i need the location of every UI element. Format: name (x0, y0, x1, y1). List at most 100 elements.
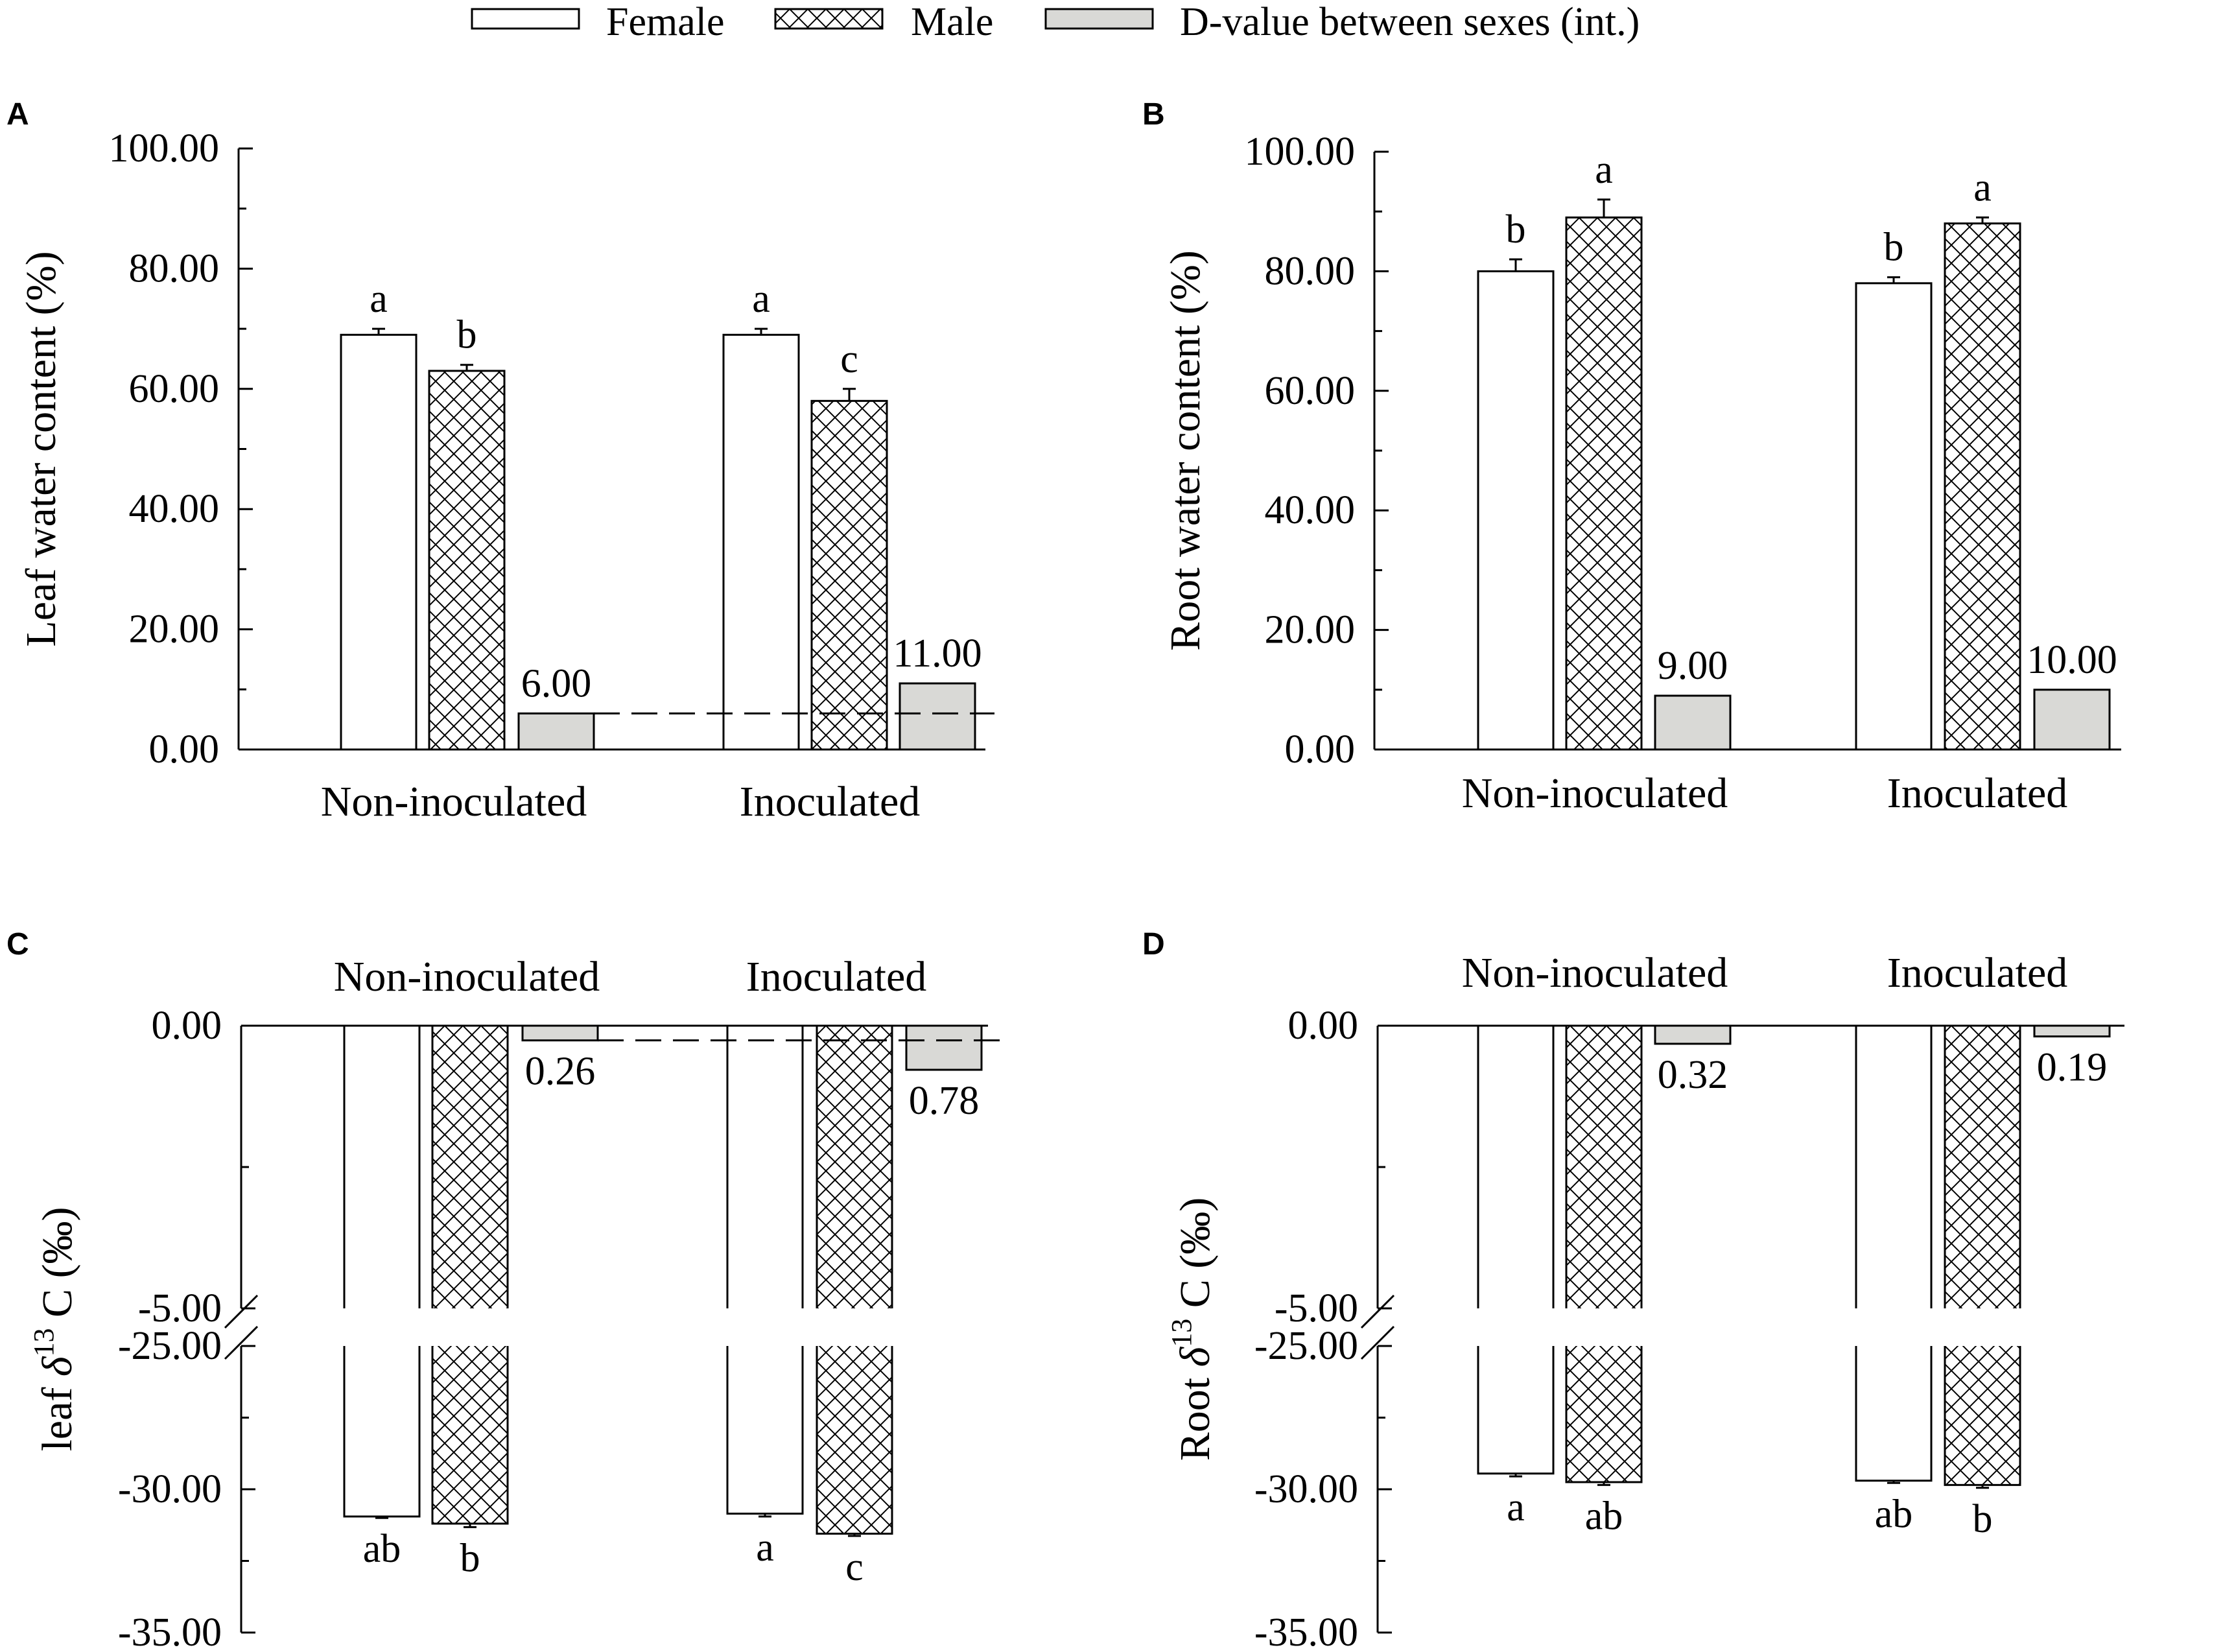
dvalue-label: 0.32 (1658, 1053, 1728, 1097)
panel-a: 100.00 80.00 60.00 40.00 20.00 0.00 Leaf water… (18, 126, 994, 825)
category-label: Inoculated (740, 778, 921, 825)
y-tick-label: 0.00 (1288, 1004, 1359, 1048)
y-axis-label-prefix: Root (1171, 1378, 1219, 1461)
bar-female-lower (726, 1346, 804, 1515)
significance-letter: ab (1585, 1494, 1623, 1538)
legend-label-dvalue: D-value between sexes (int.) (1180, 0, 1640, 44)
y-tick-label: 0.00 (149, 727, 220, 772)
category-label: Non-inoculated (334, 953, 600, 1000)
y-axis-label-superscript: 13 (1166, 1319, 1197, 1347)
significance-letter: a (1973, 165, 1992, 209)
bar-dvalue (905, 1024, 983, 1071)
y-tick-label: -35.00 (118, 1611, 222, 1652)
significance-letter: b (1884, 226, 1904, 270)
bar-male-lower (816, 1346, 893, 1535)
dvalue-label: 11.00 (893, 631, 982, 676)
significance-letter: a (756, 1526, 774, 1570)
significance-letter: c (845, 1545, 864, 1589)
dvalue-label: 0.26 (525, 1050, 596, 1094)
y-tick-label: 100.00 (109, 126, 220, 171)
bar-male (428, 370, 506, 751)
y-tick-label: 60.00 (1265, 369, 1356, 413)
panel-b: 100.00 80.00 60.00 40.00 20.00 0.00 Root water… (1162, 130, 2121, 817)
bar-male-lower (1565, 1346, 1643, 1483)
axis-break-mark (224, 1325, 259, 1360)
bar-male (1944, 222, 2021, 751)
significance-letter: a (1595, 148, 1613, 192)
bar-male-lower (1944, 1346, 2021, 1486)
panel-letter-d: D (1142, 927, 1165, 962)
panel-c: 0.00 -5.00-25.00 -30.00 -35.00 leaf δ13 C (‰… (28, 953, 1002, 1652)
dvalue-label: 0.19 (2037, 1046, 2108, 1090)
significance-letter: a (1507, 1485, 1525, 1529)
bar-male (1565, 216, 1643, 751)
bar-male-upper (1565, 1024, 1643, 1308)
y-tick-label: 80.00 (1265, 249, 1356, 293)
y-tick-label: -30.00 (1254, 1467, 1358, 1511)
category-label: Non-inoculated (321, 778, 587, 825)
significance-letter: a (370, 277, 388, 321)
dvalue-label: 9.00 (1658, 644, 1728, 688)
bar-dvalue (2033, 1024, 2111, 1038)
dvalue-label: 10.00 (2027, 638, 2117, 682)
legend-label-female: Female (606, 0, 725, 44)
y-tick-label: 0.00 (152, 1004, 222, 1048)
bar-female (1855, 282, 1933, 751)
legend-swatch-male (774, 8, 884, 30)
y-axis-label: Leaf water content (%) (18, 251, 65, 646)
delta-symbol: δ (1171, 1346, 1219, 1378)
significance-letter: ab (1875, 1492, 1913, 1536)
bar-dvalue (1654, 694, 1732, 751)
y-axis-label-suffix: C (‰) (1171, 1198, 1219, 1319)
category-label: Non-inoculated (1462, 949, 1728, 997)
y-tick-label: 0.00 (1285, 727, 1356, 772)
y-tick-label: 20.00 (1265, 608, 1356, 652)
bar-dvalue (1654, 1024, 1732, 1045)
bar-dvalue (2033, 689, 2111, 751)
bar-dvalue (521, 1024, 599, 1042)
panel-letter-a: A (6, 97, 29, 132)
bar-female (722, 333, 800, 751)
significance-letter: b (457, 313, 477, 357)
category-label: Non-inoculated (1462, 770, 1728, 817)
bar-dvalue (899, 682, 976, 751)
y-tick-label: -30.00 (118, 1467, 222, 1511)
bar-female (1477, 270, 1555, 751)
significance-letter: b (1973, 1497, 1993, 1541)
y-tick-label: 40.00 (129, 487, 220, 531)
bar-female-lower (343, 1346, 421, 1518)
significance-letter: b (460, 1536, 480, 1580)
y-axis-label: leaf δ13 C (‰) (28, 1207, 81, 1451)
axis-break-mark (224, 1294, 259, 1329)
panel-letter-b: B (1142, 97, 1165, 132)
y-tick-label: -5.00 (1275, 1286, 1358, 1330)
y-tick-label: 80.00 (129, 246, 220, 290)
y-axis-label: Root water content (%) (1162, 250, 1209, 651)
bar-female-upper (1477, 1024, 1555, 1308)
axis-break-mark (1360, 1294, 1395, 1329)
y-axis-label: Root δ13 C (‰) (1166, 1198, 1219, 1461)
bar-female-lower (1477, 1346, 1555, 1475)
bar-female (340, 333, 418, 751)
bar-female-lower (1855, 1346, 1933, 1482)
y-axis-label-suffix: C (‰) (34, 1207, 81, 1328)
bar-female-upper (343, 1024, 421, 1308)
bar-female-upper (1855, 1024, 1933, 1308)
y-tick-label: 40.00 (1265, 488, 1356, 532)
bar-male-lower (431, 1346, 509, 1525)
significance-letter: b (1506, 207, 1526, 252)
y-tick-label: 20.00 (129, 608, 220, 652)
y-tick-label: 100.00 (1245, 130, 1356, 174)
dvalue-label: 6.00 (521, 661, 592, 705)
y-tick-label: -35.00 (1254, 1611, 1358, 1652)
y-tick-label: 60.00 (129, 367, 220, 411)
delta-symbol: δ (34, 1356, 81, 1387)
legend-label-male: Male (911, 0, 993, 44)
y-tick-label: -25.00 (1254, 1324, 1358, 1368)
category-label: Inoculated (1887, 770, 2068, 817)
y-axis-label-superscript: 13 (28, 1328, 60, 1356)
significance-letter: c (840, 337, 858, 381)
bar-male-upper (1944, 1024, 2021, 1308)
bar-male (810, 399, 888, 751)
